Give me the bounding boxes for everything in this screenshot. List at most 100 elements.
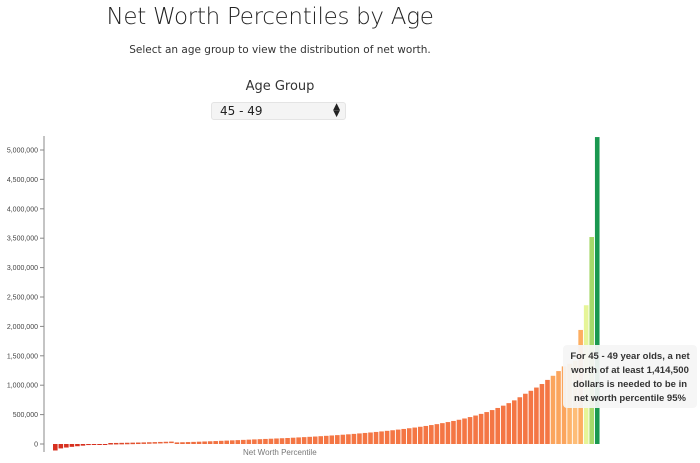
bar-percentile-8[interactable] xyxy=(91,444,97,445)
bar-percentile-53[interactable] xyxy=(340,434,346,444)
bar-percentile-65[interactable] xyxy=(406,428,412,444)
bar-percentile-2[interactable] xyxy=(58,444,64,449)
bar-percentile-92[interactable] xyxy=(556,371,561,444)
bar-percentile-99[interactable] xyxy=(594,137,600,444)
bar-percentile-85[interactable] xyxy=(517,397,523,444)
bar-percentile-79[interactable] xyxy=(484,412,489,444)
bar-percentile-1[interactable] xyxy=(53,444,58,451)
bar-percentile-77[interactable] xyxy=(473,415,478,444)
bar-percentile-55[interactable] xyxy=(351,433,357,444)
bar-percentile-63[interactable] xyxy=(395,429,401,444)
bar-percentile-35[interactable] xyxy=(241,439,246,444)
bar-percentile-36[interactable] xyxy=(246,439,252,444)
y-tick-label: 4,000,000 xyxy=(7,206,38,213)
bar-percentile-51[interactable] xyxy=(329,435,335,444)
bar-percentile-33[interactable] xyxy=(229,440,235,444)
bar-percentile-48[interactable] xyxy=(312,436,318,444)
bar-percentile-67[interactable] xyxy=(417,426,423,444)
y-tick-label: 1,500,000 xyxy=(7,353,38,360)
bar-percentile-78[interactable] xyxy=(478,413,484,444)
bar-percentile-21[interactable] xyxy=(163,441,169,444)
bar-percentile-13[interactable] xyxy=(119,442,124,445)
bar-percentile-23[interactable] xyxy=(174,442,180,444)
bar-percentile-69[interactable] xyxy=(429,425,434,444)
bar-percentile-70[interactable] xyxy=(434,424,440,444)
bar-percentile-31[interactable] xyxy=(218,440,224,444)
bar-percentile-30[interactable] xyxy=(213,441,218,444)
bar-percentile-38[interactable] xyxy=(257,439,263,444)
bar-percentile-87[interactable] xyxy=(528,390,534,444)
bar-percentile-3[interactable] xyxy=(64,444,69,448)
bar-percentile-68[interactable] xyxy=(423,425,429,444)
bar-percentile-15[interactable] xyxy=(130,442,136,445)
bar-percentile-43[interactable] xyxy=(285,438,290,444)
bar-percentile-57[interactable] xyxy=(362,432,368,444)
bar-percentile-46[interactable] xyxy=(301,437,307,444)
bar-percentile-83[interactable] xyxy=(506,403,512,444)
bar-percentile-45[interactable] xyxy=(296,437,301,444)
bar-percentile-81[interactable] xyxy=(495,407,500,444)
bar-percentile-73[interactable] xyxy=(451,420,456,444)
bar-percentile-90[interactable] xyxy=(545,379,550,444)
bar-percentile-54[interactable] xyxy=(346,434,351,444)
bar-percentile-86[interactable] xyxy=(523,393,528,444)
bar-percentile-17[interactable] xyxy=(141,442,147,444)
bar-percentile-71[interactable] xyxy=(440,423,445,444)
age-group-select[interactable]: 45 - 49 ▲ ▼ xyxy=(211,102,346,120)
bar-percentile-29[interactable] xyxy=(207,441,213,444)
bar-percentile-59[interactable] xyxy=(373,431,379,444)
bar-percentile-7[interactable] xyxy=(86,444,91,446)
bar-percentile-89[interactable] xyxy=(539,384,545,444)
bar-percentile-62[interactable] xyxy=(390,430,395,444)
bar-percentile-98[interactable] xyxy=(589,237,595,444)
bar-percentile-75[interactable] xyxy=(462,418,467,444)
bar-percentile-88[interactable] xyxy=(534,387,539,444)
bar-percentile-91[interactable] xyxy=(550,375,556,444)
bar-percentile-27[interactable] xyxy=(196,441,202,444)
bar-percentile-60[interactable] xyxy=(379,431,384,444)
bar-percentile-80[interactable] xyxy=(489,410,495,444)
bar-percentile-49[interactable] xyxy=(318,436,324,444)
bar-percentile-5[interactable] xyxy=(75,444,80,447)
bar-percentile-76[interactable] xyxy=(467,417,473,444)
bar-percentile-24[interactable] xyxy=(180,442,185,444)
bar-percentile-58[interactable] xyxy=(368,432,373,444)
bar-percentile-56[interactable] xyxy=(357,433,362,444)
bar-percentile-18[interactable] xyxy=(147,442,152,444)
bar-percentile-14[interactable] xyxy=(124,442,130,445)
bar-percentile-22[interactable] xyxy=(169,441,174,444)
bar-percentile-66[interactable] xyxy=(412,427,418,444)
bar-percentile-6[interactable] xyxy=(80,444,86,446)
y-tick-label: 5,000,000 xyxy=(7,148,38,155)
bar-percentile-16[interactable] xyxy=(135,442,141,445)
bar-percentile-37[interactable] xyxy=(252,439,257,444)
bar-percentile-74[interactable] xyxy=(456,419,462,444)
bar-percentile-41[interactable] xyxy=(274,438,279,444)
bar-percentile-47[interactable] xyxy=(307,436,312,444)
bar-percentile-20[interactable] xyxy=(158,441,163,444)
bar-percentile-25[interactable] xyxy=(185,442,191,444)
bar-percentile-28[interactable] xyxy=(202,441,207,444)
bar-percentile-9[interactable] xyxy=(97,444,102,445)
bar-percentile-84[interactable] xyxy=(511,400,517,444)
bar-percentile-61[interactable] xyxy=(384,430,390,444)
bar-percentile-44[interactable] xyxy=(290,437,296,444)
bar-percentile-42[interactable] xyxy=(279,438,285,444)
bar-percentile-64[interactable] xyxy=(401,428,406,444)
bar-percentile-26[interactable] xyxy=(191,441,196,444)
bar-percentile-12[interactable] xyxy=(113,442,119,445)
bar-percentile-39[interactable] xyxy=(263,438,268,444)
bar-percentile-72[interactable] xyxy=(445,422,451,444)
bar-percentile-82[interactable] xyxy=(500,405,506,444)
bar-percentile-52[interactable] xyxy=(335,435,340,444)
bar-percentile-10[interactable] xyxy=(102,444,108,445)
bar-percentile-34[interactable] xyxy=(235,440,241,444)
page-subtitle: Select an age group to view the distribu… xyxy=(129,44,431,56)
bar-percentile-11[interactable] xyxy=(108,443,113,445)
bar-percentile-40[interactable] xyxy=(268,438,274,444)
bar-percentile-4[interactable] xyxy=(69,444,75,447)
bar-percentile-32[interactable] xyxy=(224,440,230,444)
bar-percentile-50[interactable] xyxy=(323,435,329,444)
age-group-selected-value: 45 - 49 xyxy=(220,104,263,118)
bar-percentile-19[interactable] xyxy=(152,442,158,444)
